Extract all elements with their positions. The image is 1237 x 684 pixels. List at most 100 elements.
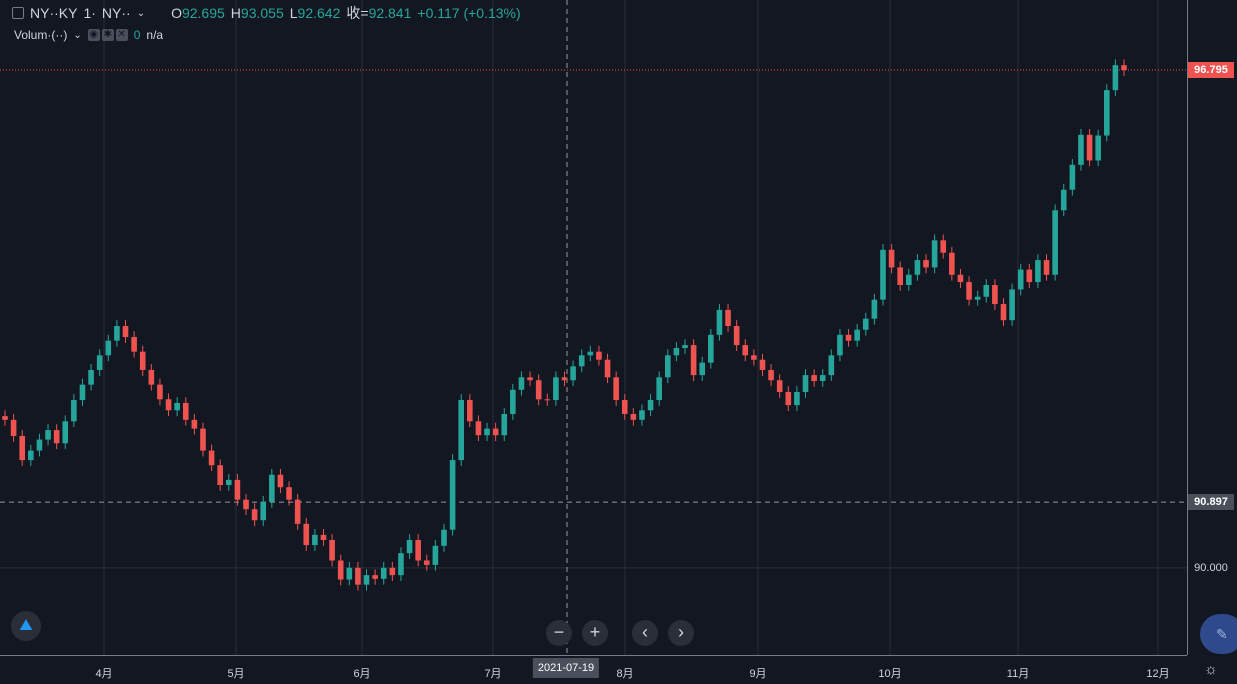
candle-body [191, 419, 198, 429]
close-label: 收= [346, 5, 369, 21]
candle-body [1009, 289, 1015, 321]
scroll-left-button[interactable]: ‹ [632, 620, 658, 646]
candle-body [906, 274, 912, 286]
candle-body [1052, 210, 1058, 275]
eye-icon[interactable]: ◉ [87, 29, 100, 41]
symbol-name[interactable]: NY··KY [30, 5, 78, 21]
candle-body [501, 413, 508, 436]
candle-body [914, 260, 921, 275]
candle-body [449, 460, 456, 530]
candle-body [794, 391, 800, 406]
candle-body [380, 567, 387, 579]
candle-body [630, 413, 637, 420]
close-value: 92.841 [368, 5, 412, 21]
candle-body [897, 267, 903, 286]
candle-body [854, 329, 860, 341]
candle-body [208, 450, 215, 466]
candle-body [174, 402, 180, 411]
candle-body [157, 384, 163, 400]
candle-body [647, 400, 654, 411]
candle-body [423, 560, 430, 565]
candle-body [845, 334, 852, 341]
crosshair-date-label: 2021-07-19 [532, 658, 600, 678]
candle-body [596, 351, 602, 360]
candle-body [785, 391, 792, 406]
candle-body [553, 377, 559, 401]
candle-body [320, 534, 327, 540]
edit-icon[interactable]: ✎ [1200, 614, 1237, 654]
time-tick: 7月 [484, 668, 502, 680]
candlestick-chart[interactable] [0, 0, 1187, 655]
candle-body [966, 282, 972, 300]
candle-body [251, 509, 258, 521]
time-tick: 9月 [749, 668, 767, 680]
candle-body [1026, 269, 1033, 283]
settings-icon[interactable]: ☼ [1204, 661, 1218, 678]
candle-body [527, 377, 533, 381]
candle-body [122, 326, 129, 338]
volume-label[interactable]: Volum·(··) [14, 28, 68, 42]
crosshair-price-label: 90.897 [1188, 494, 1234, 510]
candle-body [923, 260, 929, 268]
candle-body [355, 567, 361, 585]
candle-body [114, 326, 120, 341]
candle-body [888, 249, 895, 268]
collapse-icon[interactable] [12, 7, 24, 19]
price-axis[interactable] [1187, 0, 1237, 655]
time-axis[interactable]: 4月 5月 6月 7月 8月 9月 10月 11月 12月 2021-07-19… [0, 655, 1218, 684]
candle-body [682, 345, 688, 349]
time-tick: 4月 [95, 668, 113, 680]
candle-body [639, 410, 645, 420]
candle-body [1121, 65, 1127, 70]
candle-body [467, 400, 473, 422]
candle-body [415, 539, 421, 561]
candle-body [19, 435, 26, 461]
candle-body [759, 359, 766, 370]
gear-icon[interactable]: ✱ [101, 29, 114, 41]
candle-body [2, 416, 8, 420]
candle-body [234, 479, 241, 500]
candle-body [432, 545, 439, 565]
candle-body [372, 575, 378, 579]
candle-body [389, 567, 396, 576]
low-value: 92.642 [297, 5, 341, 21]
candle-body [28, 450, 34, 461]
candle-body [716, 309, 723, 335]
candle-body [475, 421, 482, 436]
candle-body [88, 369, 94, 385]
candle-body [561, 377, 568, 381]
scroll-right-button[interactable]: › [668, 620, 694, 646]
volume-value: 0 [133, 28, 141, 42]
candle-body [708, 334, 714, 363]
open-value: 92.695 [181, 5, 225, 21]
candle-body [751, 355, 757, 360]
candle-body [131, 337, 137, 352]
candle-body [277, 474, 284, 488]
candle-body [492, 428, 499, 436]
close-icon[interactable]: ✕ [115, 29, 128, 41]
candle-body [621, 400, 628, 414]
candle-body [139, 351, 146, 370]
price-tick: 90.000 [1194, 562, 1228, 574]
logo-button[interactable]: ⛰ [11, 611, 41, 641]
chevron-down-icon[interactable]: ⌄ [73, 29, 82, 41]
candle-body [1035, 260, 1041, 283]
exchange: NY·· [101, 5, 131, 21]
candle-body [1095, 135, 1101, 161]
chevron-down-icon[interactable]: ⌄ [136, 7, 146, 19]
candle-body [105, 340, 112, 356]
candle-body [243, 499, 249, 510]
candle-body [312, 534, 318, 546]
zoom-out-button[interactable]: − [546, 620, 572, 646]
zoom-in-button[interactable]: + [582, 620, 608, 646]
candle-body [604, 359, 611, 378]
candle-body [303, 523, 310, 546]
candle-body [71, 400, 77, 422]
candle-body [957, 274, 964, 283]
candle-body [406, 539, 413, 554]
candle-body [1000, 304, 1007, 321]
time-tick: 11月 [1006, 668, 1030, 680]
candle-body [1112, 65, 1119, 91]
candle-body [690, 345, 697, 376]
time-tick: 8月 [616, 668, 634, 680]
